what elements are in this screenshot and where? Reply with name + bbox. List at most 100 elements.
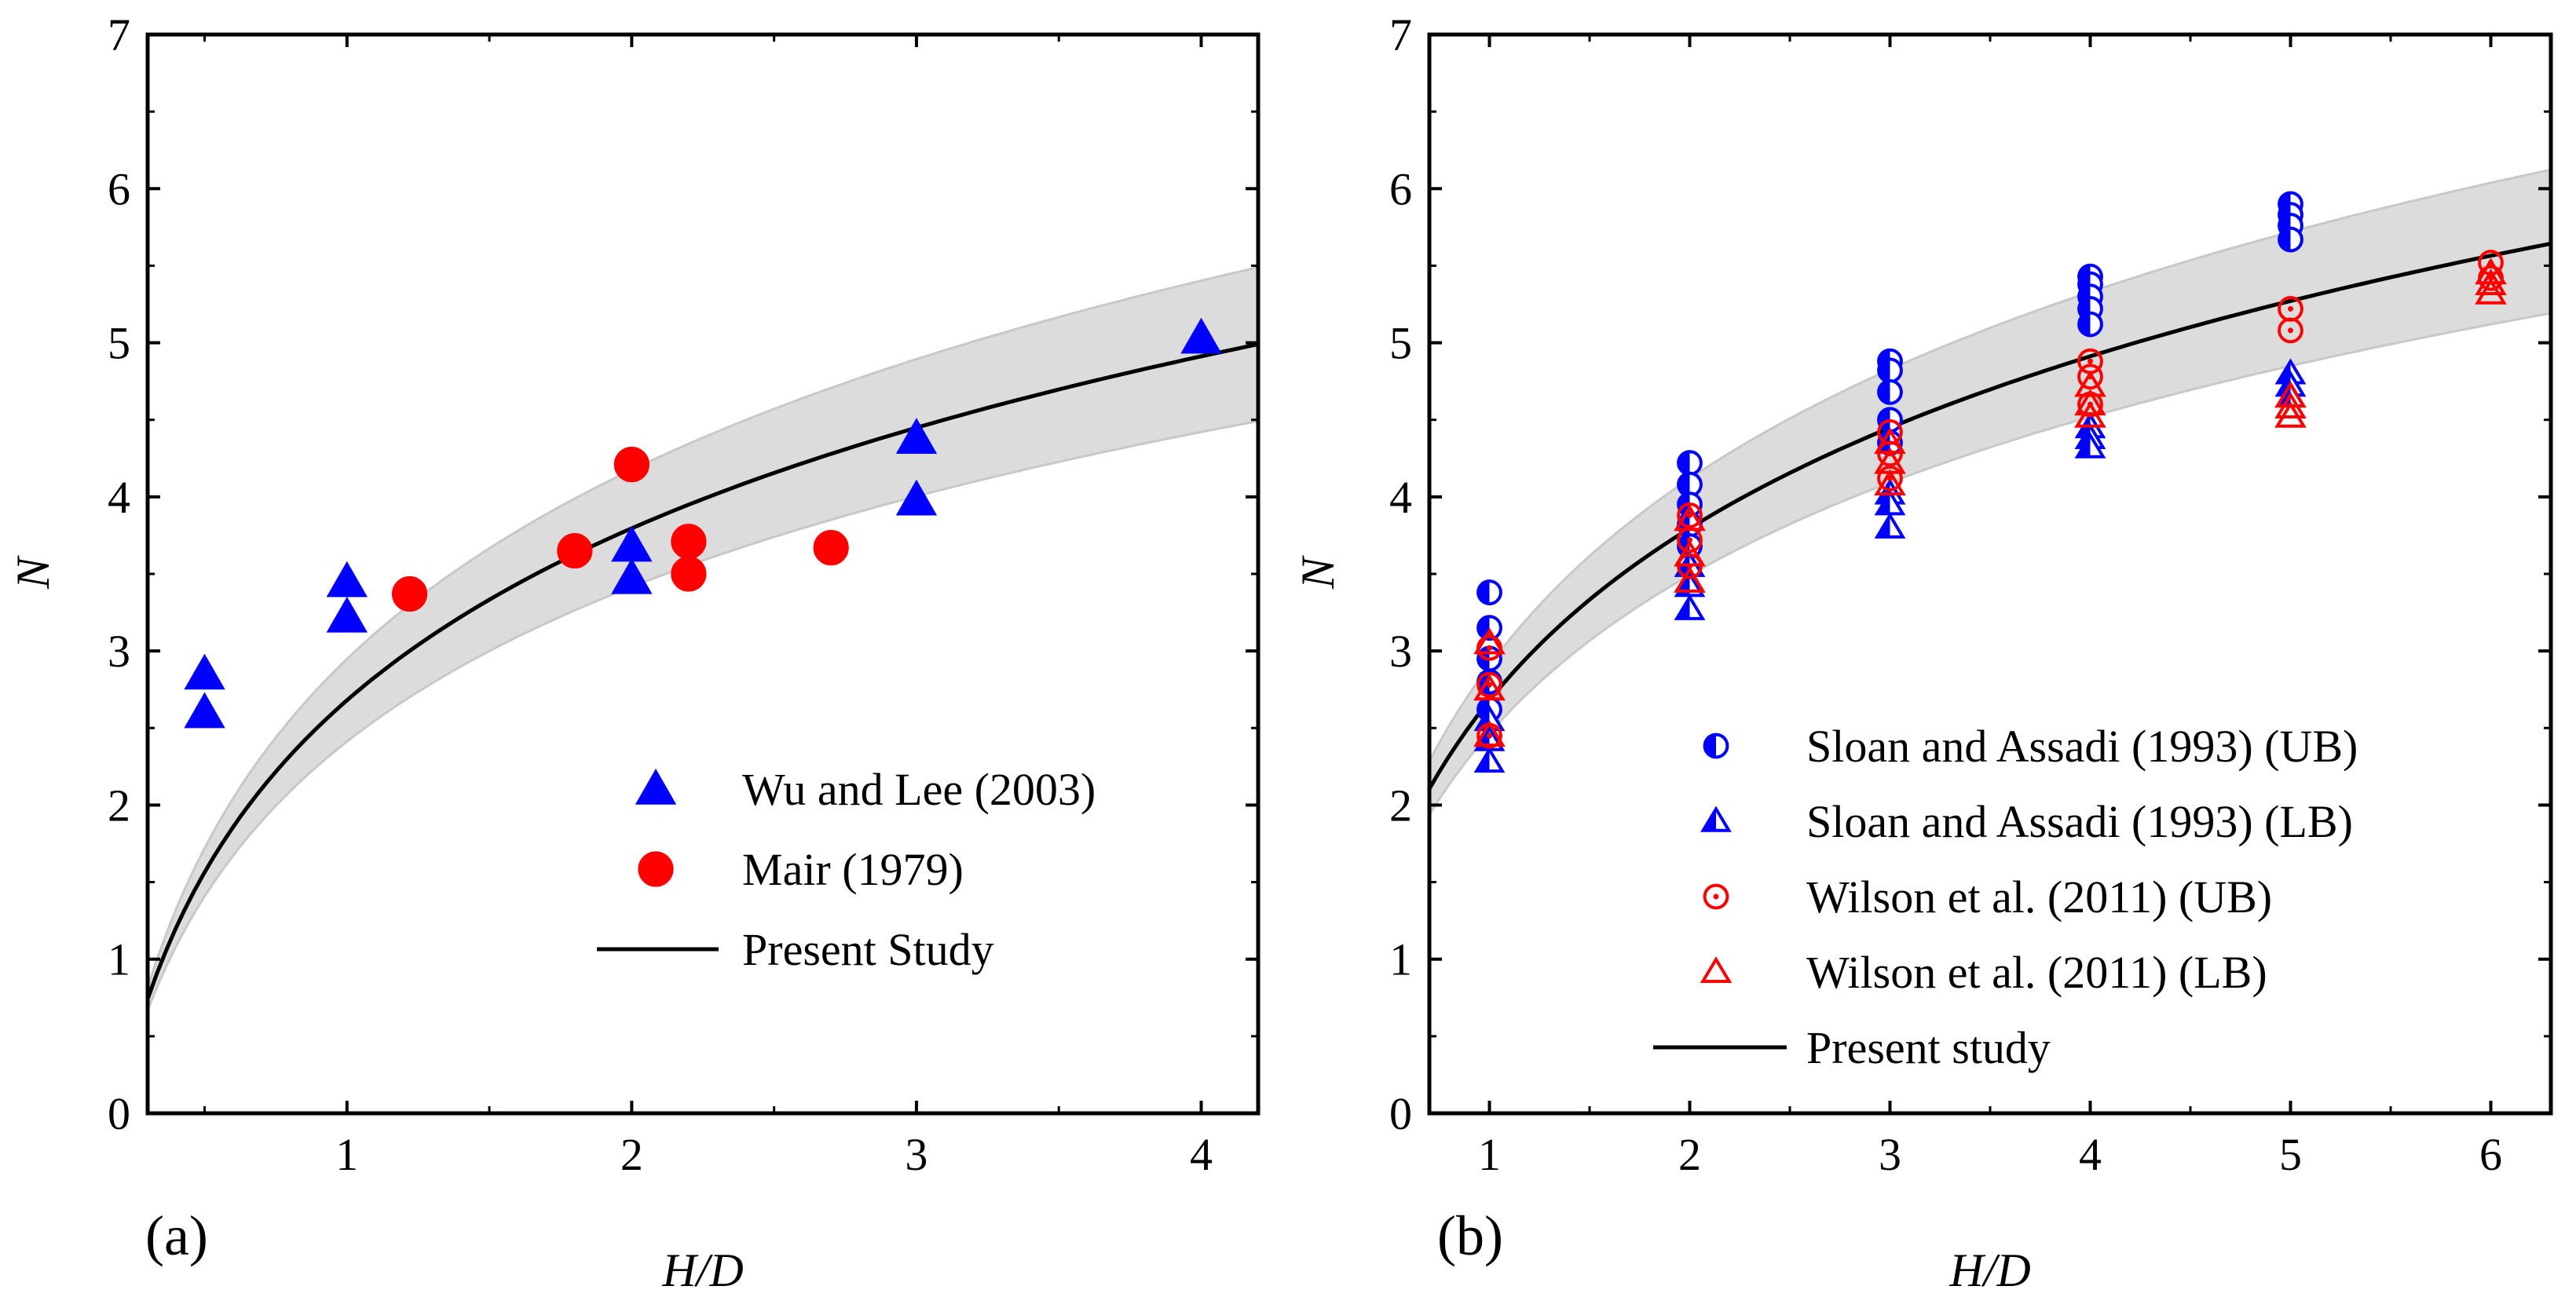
data-point-s2-0-dot: [1487, 645, 1492, 651]
legend-marker-s3: [1700, 956, 1733, 983]
data-point-s0-11-half: [1879, 359, 1890, 382]
data-point-s3-4: [1674, 539, 1706, 567]
legend-label: Present study: [1806, 1022, 2051, 1073]
data-point-s3-10: [2074, 389, 2106, 416]
y-tick-label: 5: [108, 318, 130, 369]
legend: Sloan and Assadi (1993) (UB) Sloan and As…: [1653, 721, 2358, 1073]
y-tick-label: 0: [108, 1088, 130, 1139]
data-point-s0-1: [184, 692, 225, 729]
data-point-s0-6-half: [1678, 473, 1690, 496]
x-tick-label: 6: [2479, 1129, 2502, 1180]
x-tick-label: 3: [905, 1129, 928, 1180]
legend-label: Wilson et al. (2011) (UB): [1806, 871, 2272, 923]
data-point-s1-5: [813, 530, 849, 566]
x-tick-label: 4: [1190, 1129, 1213, 1180]
data-point-s0-23: [2278, 226, 2303, 253]
data-points-group: [1473, 191, 2507, 773]
legend-label: Mair (1979): [742, 844, 964, 895]
data-point-s0-12-half: [1879, 380, 1890, 404]
legend-marker-s1: [638, 851, 674, 887]
y-tick-label: 7: [1389, 9, 1412, 60]
legend-label: Present Study: [742, 924, 994, 975]
data-point-s2-1-ring: [1476, 671, 1502, 698]
data-point-s0-2: [326, 561, 368, 597]
confidence-band-group: [1429, 168, 2551, 817]
y-tick-label: 0: [1389, 1088, 1412, 1139]
legend-marker-s0: [635, 768, 677, 805]
confidence-band: [1429, 168, 2551, 817]
y-tick-label: 2: [108, 780, 130, 831]
confidence-band-group: [148, 265, 1258, 1011]
data-point-s2-2-dot: [1487, 733, 1492, 739]
data-point-s0-5: [1677, 450, 1703, 477]
data-point-s1-1: [557, 532, 593, 569]
data-point-s1-5: [1674, 594, 1706, 620]
data-point-s3-5: [1674, 565, 1706, 593]
legend-marker-s0: [1703, 733, 1729, 759]
data-point-s3-11: [2074, 400, 2106, 428]
data-point-s0-5: [611, 557, 653, 594]
data-point-s3-8: [1874, 469, 1906, 496]
y-tick-label: 6: [108, 163, 130, 214]
data-point-s3-9: [2074, 370, 2106, 397]
data-point-s2-13-dot: [2288, 327, 2293, 334]
legend-marker-s1: [1700, 806, 1732, 832]
x-axis-title: H/D: [1948, 1244, 2030, 1296]
legend-label: Sloan and Assadi (1993) (UB): [1806, 721, 2358, 772]
y-tick-label: 1: [1389, 934, 1412, 985]
data-point-s0-0-half: [1478, 581, 1490, 604]
legend-marker-s2: [1703, 883, 1729, 910]
data-point-s1-0: [391, 575, 428, 612]
panel-label: (b): [1437, 1204, 1503, 1267]
present-study-curve: [1429, 241, 2551, 790]
data-point-s1-11-half: [2077, 435, 2091, 457]
data-point-s0-19-half: [2079, 312, 2091, 336]
data-point-s3-16: [2475, 269, 2507, 295]
y-tick-label: 4: [108, 472, 130, 523]
data-point-s1-2: [1473, 746, 1506, 773]
legend-label: Wu and Lee (2003): [742, 764, 1096, 815]
data-point-s2-10-ring: [2077, 364, 2103, 390]
data-point-s1-4: [671, 556, 707, 592]
data-point-s0-12: [1877, 378, 1903, 405]
x-tick-label: 5: [2279, 1129, 2302, 1180]
legend-label: Sloan and Assadi (1993) (LB): [1806, 796, 2353, 847]
data-point-s0-0: [184, 653, 225, 690]
data-point-s0-6: [895, 418, 938, 454]
data-point-s0-0: [1476, 579, 1502, 605]
data-point-s2-13-ring: [2278, 317, 2303, 344]
data-points-group: [184, 317, 1222, 729]
y-axis-title: N: [7, 555, 59, 590]
data-point-s1-3: [671, 524, 707, 560]
data-point-s2-1: [1476, 671, 1502, 698]
legend-marker-s1-half: [1703, 809, 1716, 831]
confidence-band: [148, 265, 1258, 1011]
data-point-s2-13: [2278, 317, 2303, 344]
y-tick-label: 3: [108, 626, 130, 677]
data-point-s2-12-dot: [2288, 305, 2293, 312]
y-tick-label: 1: [108, 934, 130, 985]
legend-marker-s2-ring: [1703, 883, 1729, 910]
legend-label: Wilson et al. (2011) (LB): [1806, 947, 2267, 998]
present-study-curve: [148, 342, 1258, 1000]
data-point-s3-14: [2274, 400, 2307, 428]
data-point-s0-5-half: [1678, 451, 1690, 475]
data-point-s2-9-dot: [2088, 358, 2093, 364]
panel-label: (a): [145, 1204, 208, 1267]
data-point-s0-3: [326, 596, 368, 633]
data-point-s1-2: [613, 447, 649, 483]
data-point-s3-13: [2274, 392, 2307, 419]
x-tick-label: 2: [620, 1129, 643, 1180]
x-tick-label: 1: [1478, 1129, 1501, 1180]
chart-panel-b: 0 1 2 3 4 5 6 7 1 2 3 4 5 6 H/D N (b) Sloan and Assadi (1…: [1292, 9, 2553, 1296]
chart-panel-a: 0 1 2 3 4 5 6 7 1 2 3 4 H/D N (a) Wu and Lee (2003) Mair…: [7, 9, 1261, 1296]
x-tick-label: 3: [1879, 1129, 1901, 1180]
legend-marker-s2-dot: [1713, 893, 1719, 900]
y-tick-label: 7: [108, 9, 130, 60]
y-tick-label: 3: [1389, 626, 1412, 677]
data-point-s0-7: [895, 479, 938, 516]
data-point-s2-8-ring: [1877, 465, 1903, 491]
x-tick-label: 4: [2079, 1129, 2102, 1180]
data-point-s0-11: [1877, 357, 1903, 384]
